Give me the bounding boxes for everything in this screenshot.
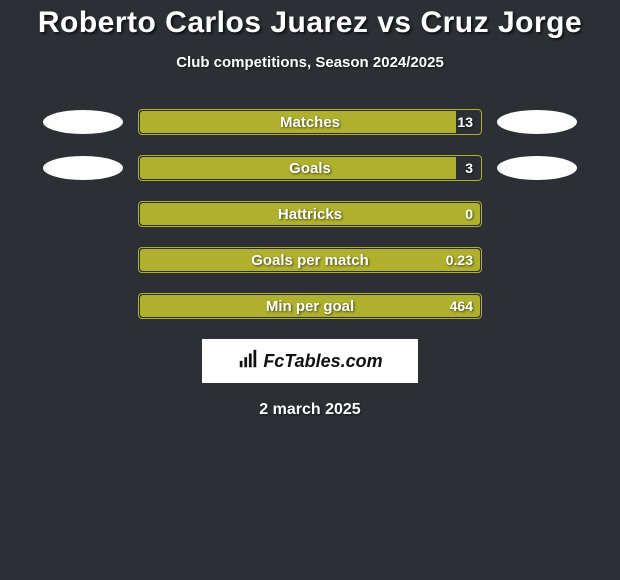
stat-label: Hattricks	[139, 202, 481, 226]
stat-label: Min per goal	[139, 294, 481, 318]
stat-label: Matches	[139, 110, 481, 134]
player-marker-left	[43, 156, 123, 180]
page-title: Roberto Carlos Juarez vs Cruz Jorge	[0, 6, 620, 40]
brand-badge: FcTables.com	[202, 339, 418, 383]
stat-value: 0.23	[446, 248, 473, 272]
stat-value: 3	[465, 156, 473, 180]
bar-chart-icon	[237, 348, 259, 375]
stat-bar: Matches13	[138, 109, 482, 135]
player-marker-left	[43, 110, 123, 134]
player-marker-right	[497, 156, 577, 180]
brand-text: FcTables.com	[263, 351, 382, 372]
left-ellipse-slot	[28, 156, 138, 180]
right-ellipse-slot	[482, 110, 592, 134]
stat-bar: Goals per match0.23	[138, 247, 482, 273]
left-ellipse-slot	[28, 110, 138, 134]
stat-bar: Min per goal464	[138, 293, 482, 319]
subtitle: Club competitions, Season 2024/2025	[0, 54, 620, 71]
stat-value: 13	[457, 110, 473, 134]
stat-value: 464	[450, 294, 473, 318]
stat-bar: Hattricks0	[138, 201, 482, 227]
stat-row: Goals3	[0, 155, 620, 181]
stat-label: Goals	[139, 156, 481, 180]
stat-row: Goals per match0.23	[0, 247, 620, 273]
stat-row: Min per goal464	[0, 293, 620, 319]
stat-value: 0	[465, 202, 473, 226]
date-text: 2 march 2025	[0, 401, 620, 419]
stat-row: Matches13	[0, 109, 620, 135]
right-ellipse-slot	[482, 156, 592, 180]
stat-row: Hattricks0	[0, 201, 620, 227]
stat-label: Goals per match	[139, 248, 481, 272]
stats-rows: Matches13 Goals3 Hattricks0 Goals per match…	[0, 109, 620, 319]
player-marker-right	[497, 110, 577, 134]
stat-bar: Goals3	[138, 155, 482, 181]
